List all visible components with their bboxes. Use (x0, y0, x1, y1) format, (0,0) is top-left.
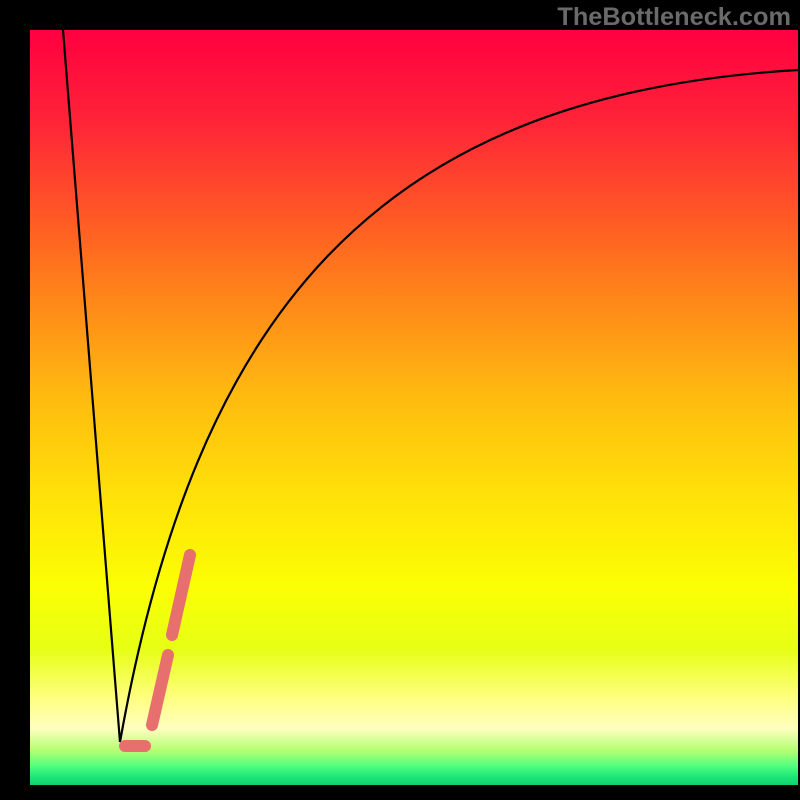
chart-canvas: TheBottleneck.com (0, 0, 800, 800)
curve-layer (0, 0, 800, 800)
watermark-text: TheBottleneck.com (557, 3, 791, 32)
